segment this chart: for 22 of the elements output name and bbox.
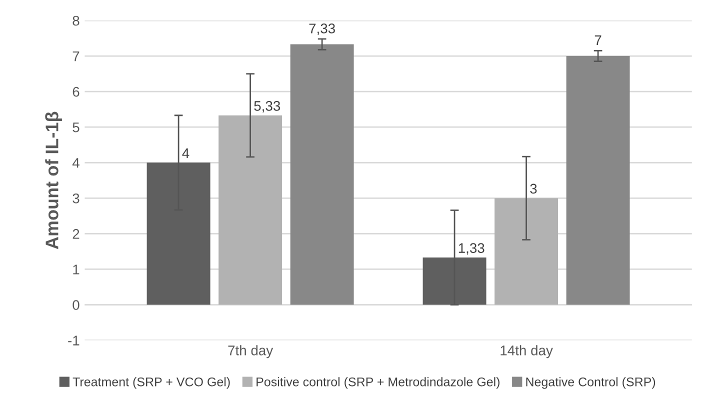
data-label: 4 (182, 148, 190, 158)
y-tick-label: 1 (73, 264, 80, 274)
y-tick-label: 0 (72, 300, 80, 310)
legend-label: Treatment (SRP + VCO Gel) (72, 377, 230, 389)
y-tick-label: 2 (72, 229, 80, 239)
legend-label: Negative Control (SRP) (526, 377, 656, 389)
y-tick-label: 7 (72, 52, 80, 62)
y-tick-label: 6 (72, 86, 80, 97)
y-tick-label: 8 (72, 16, 80, 26)
y-tick-label: 5 (72, 122, 80, 132)
y-axis-title: Amount of IL-1β (45, 112, 62, 250)
legend-label: Positive control (SRP + Metrodindazole Gel) (256, 377, 500, 389)
y-tick-label: 4 (72, 158, 80, 168)
y-tick-label: -1 (68, 336, 80, 346)
x-tick-label: 7th day (228, 345, 274, 358)
data-label: 1,33 (458, 243, 484, 255)
x-tick-label: 14th day (500, 345, 553, 358)
data-label: 5,33 (254, 101, 280, 112)
data-label: 3 (530, 184, 537, 194)
data-label: 7 (594, 35, 602, 45)
y-tick-label: 3 (72, 194, 80, 204)
data-label: 7,33 (309, 24, 335, 36)
